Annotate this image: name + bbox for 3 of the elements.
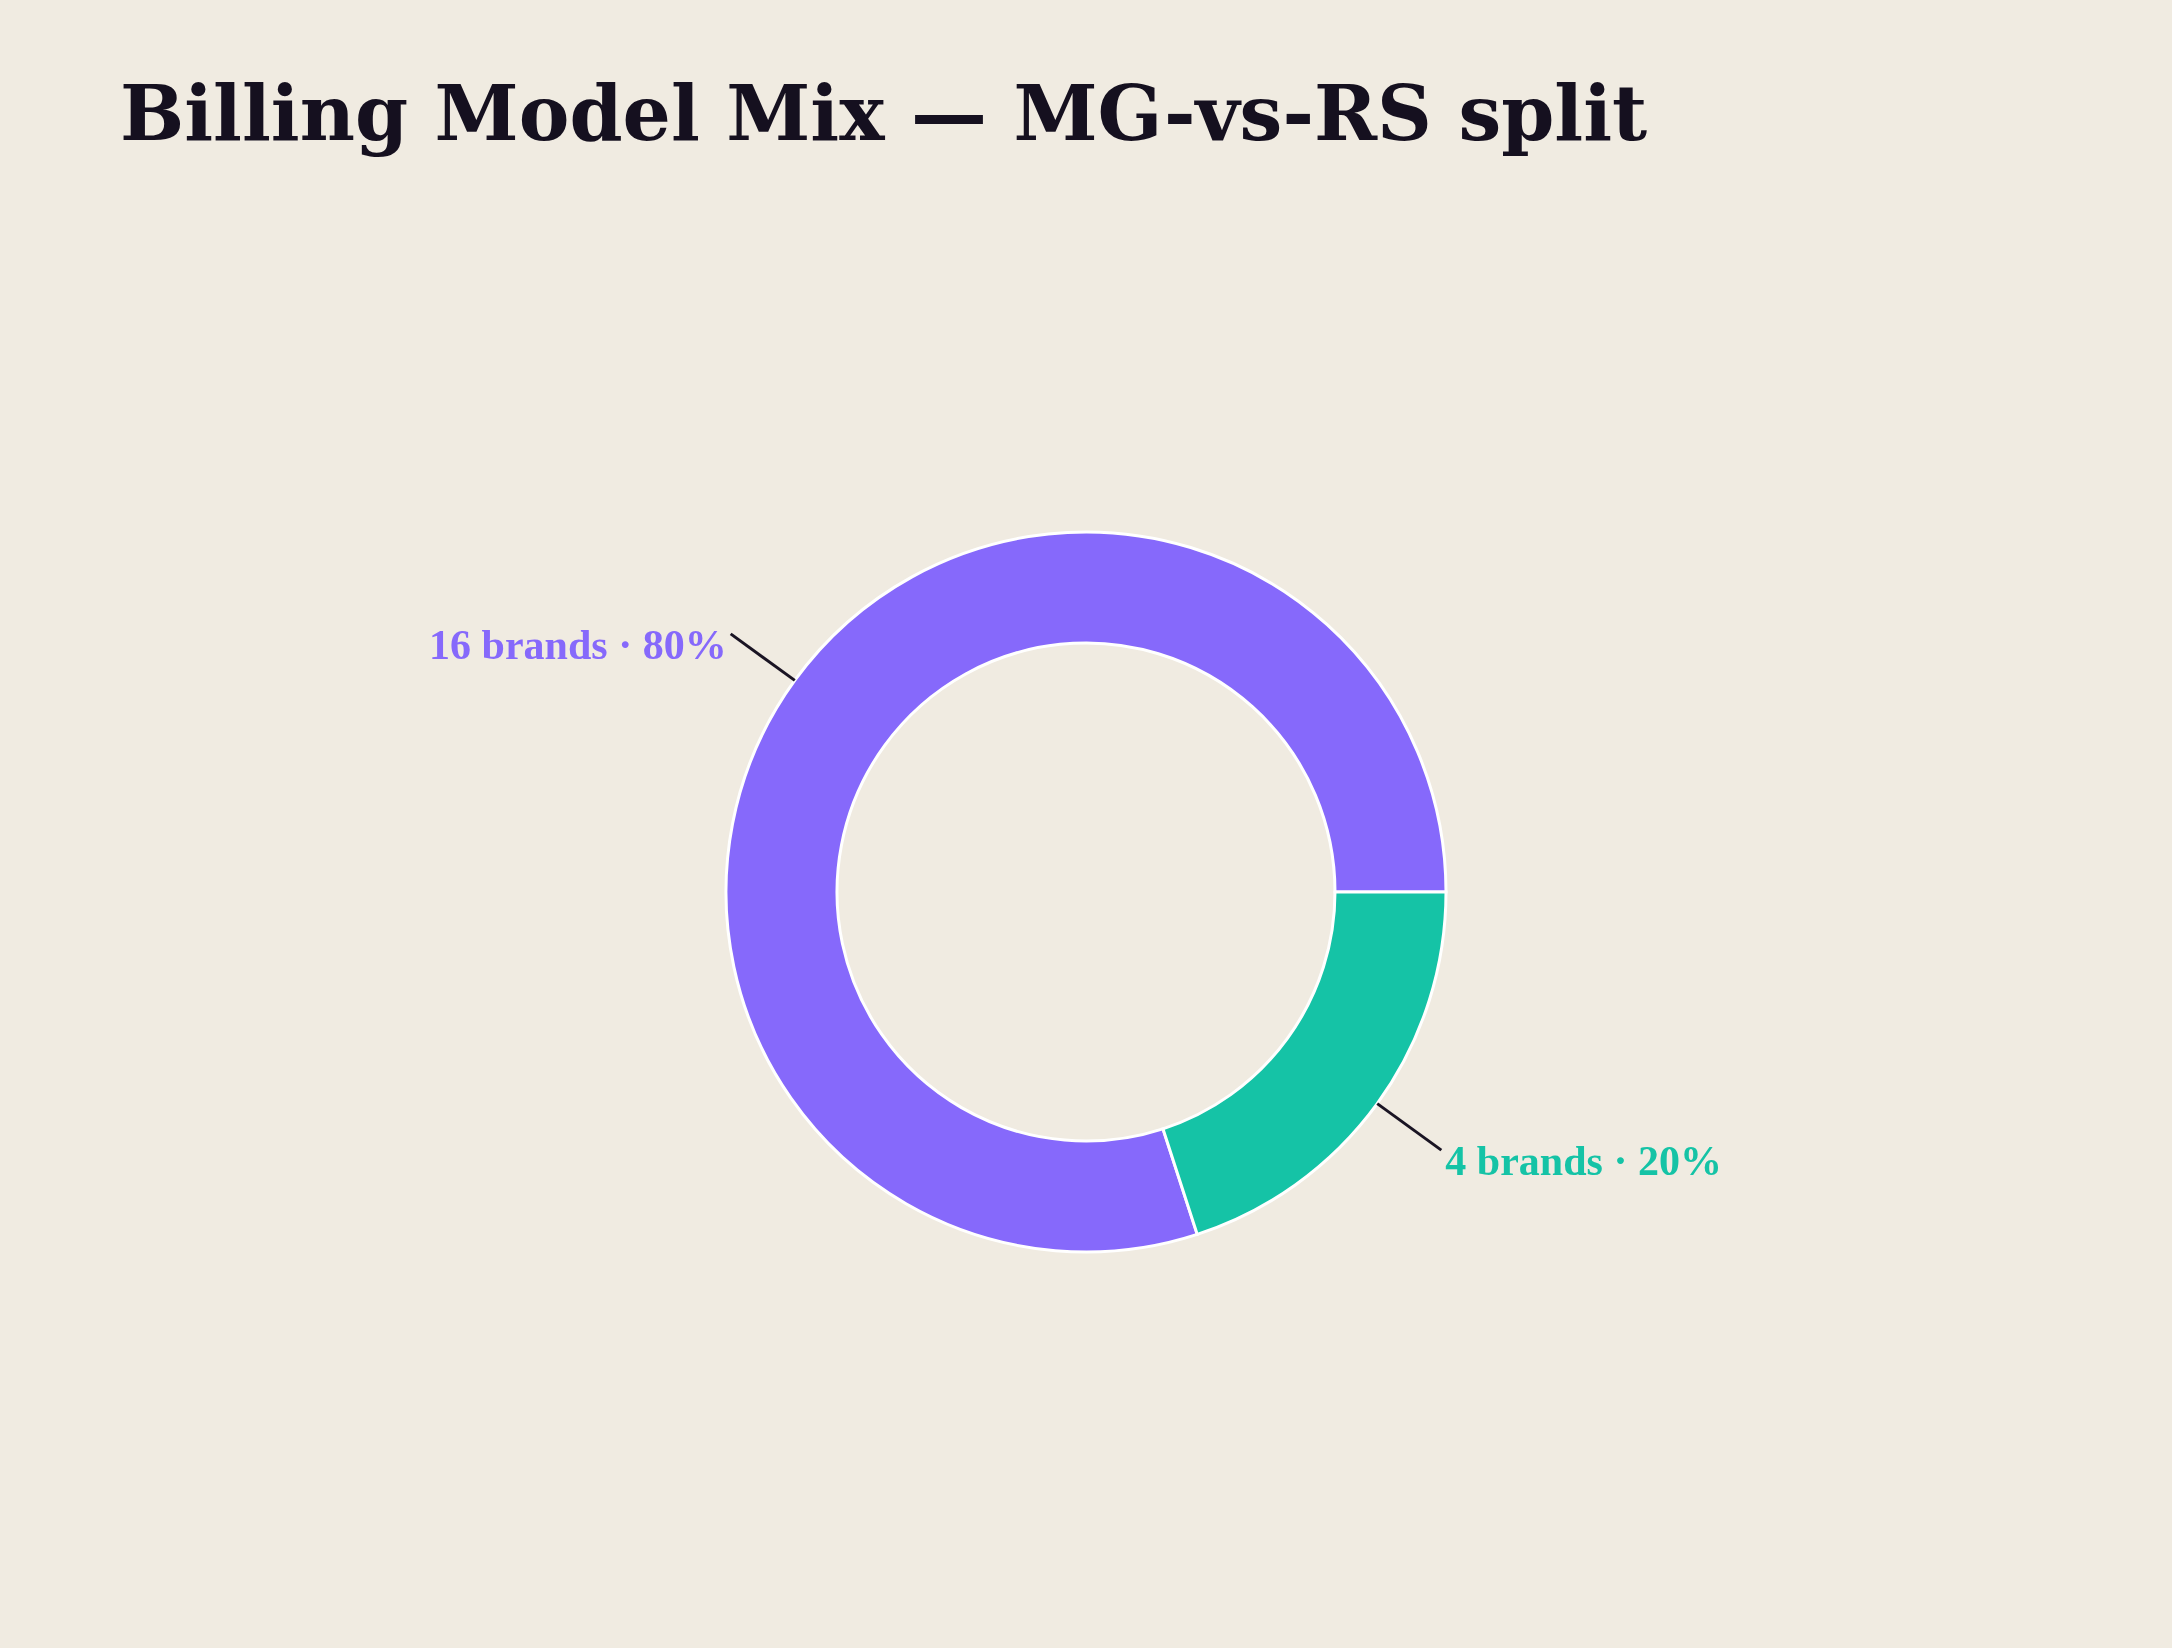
slice-label: 16 brands · 80% <box>429 621 727 668</box>
chart-title: Billing Model Mix — MG-vs-RS split <box>120 69 1648 158</box>
slice-label: 4 brands · 20% <box>1445 1138 1722 1185</box>
